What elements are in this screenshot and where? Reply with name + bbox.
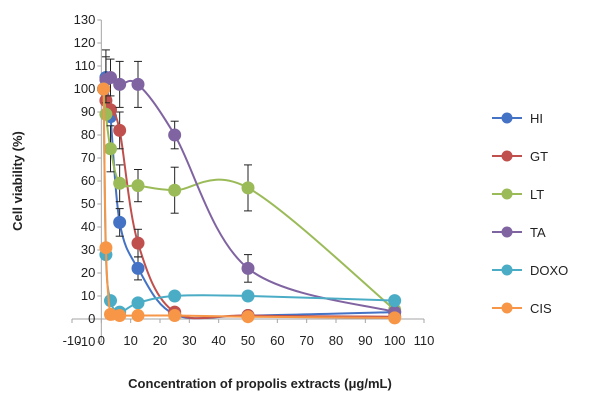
y-tick-label: 120	[74, 35, 96, 50]
y-tick-label: -10	[77, 334, 96, 349]
legend-item: GT	[492, 149, 548, 164]
data-point	[241, 289, 255, 303]
data-point	[168, 289, 182, 303]
data-point	[131, 296, 145, 310]
legend: HI GT LT TA DOXO CIS	[492, 111, 568, 316]
data-point	[168, 309, 182, 323]
data-point	[168, 128, 182, 142]
y-tick-label: 70	[81, 150, 95, 165]
series-doxo	[97, 82, 402, 319]
x-tick-label: 20	[153, 333, 167, 348]
x-tick-label: 80	[329, 333, 343, 348]
series-line	[102, 88, 395, 314]
legend-marker	[501, 188, 513, 200]
y-tick-label: 20	[81, 265, 95, 280]
data-point	[131, 236, 145, 250]
data-point	[241, 261, 255, 275]
legend-item: CIS	[492, 301, 552, 316]
legend-label: GT	[530, 149, 548, 164]
y-tick-label: 80	[81, 127, 95, 142]
data-point	[113, 123, 127, 137]
x-tick-label: 70	[299, 333, 313, 348]
legend-marker	[501, 302, 513, 314]
data-point	[104, 294, 117, 308]
x-tick-label: -10	[63, 333, 82, 348]
y-tick-label: 0	[88, 311, 95, 326]
data-point	[241, 181, 255, 195]
data-point	[99, 107, 113, 121]
data-point	[113, 77, 127, 91]
y-tick-label: 100	[74, 81, 96, 96]
legend-marker	[501, 226, 513, 238]
data-point	[113, 309, 127, 323]
legend-marker	[501, 264, 513, 276]
legend-label: DOXO	[530, 263, 568, 278]
series-gt	[97, 82, 402, 324]
y-tick-label: 110	[75, 58, 96, 73]
series-line	[102, 88, 396, 311]
data-point	[99, 241, 113, 255]
series-layer	[97, 49, 402, 325]
data-point	[97, 82, 111, 96]
series-line	[102, 76, 395, 314]
data-point	[168, 183, 182, 197]
y-tick-label: 90	[81, 104, 95, 119]
y-tick-label: 50	[81, 196, 95, 211]
data-point	[131, 179, 145, 193]
y-tick-label: 10	[81, 288, 95, 303]
legend-label: TA	[530, 225, 546, 240]
x-tick-label: 110	[414, 333, 435, 348]
data-point	[131, 77, 145, 91]
x-tick-label: 30	[182, 333, 196, 348]
legend-item: LT	[492, 187, 544, 202]
data-point	[388, 294, 402, 308]
data-point	[104, 142, 117, 156]
y-tick-label: 130	[74, 12, 96, 27]
x-tick-label: 60	[270, 333, 284, 348]
y-tick-label: 30	[81, 242, 95, 257]
data-point	[113, 215, 127, 229]
data-point	[104, 71, 117, 84]
legend-label: LT	[530, 187, 544, 202]
series-lt	[97, 82, 402, 317]
y-tick-label: 40	[81, 219, 95, 234]
data-point	[131, 309, 145, 323]
legend-label: HI	[530, 111, 543, 126]
legend-label: CIS	[530, 301, 552, 316]
data-point	[131, 261, 145, 275]
data-point	[113, 176, 127, 190]
series-cis	[97, 82, 402, 325]
data-point	[388, 311, 402, 325]
x-tick-label: 50	[241, 333, 255, 348]
y-axis-title: Cell viability (%)	[10, 131, 25, 231]
x-tick-label: 40	[211, 333, 225, 348]
x-tick-label: 90	[358, 333, 372, 348]
legend-marker	[501, 150, 513, 162]
y-tick-label: 60	[81, 173, 95, 188]
legend-item: DOXO	[492, 263, 568, 278]
x-axis-title: Concentration of propolis extracts (μg/m…	[128, 376, 392, 391]
x-tick-label: 10	[123, 333, 137, 348]
x-tick-label: 0	[98, 333, 105, 348]
x-tick-label: 100	[384, 333, 406, 348]
data-point	[241, 310, 255, 324]
legend-marker	[501, 112, 513, 124]
legend-item: TA	[492, 225, 546, 240]
legend-item: HI	[492, 111, 543, 126]
